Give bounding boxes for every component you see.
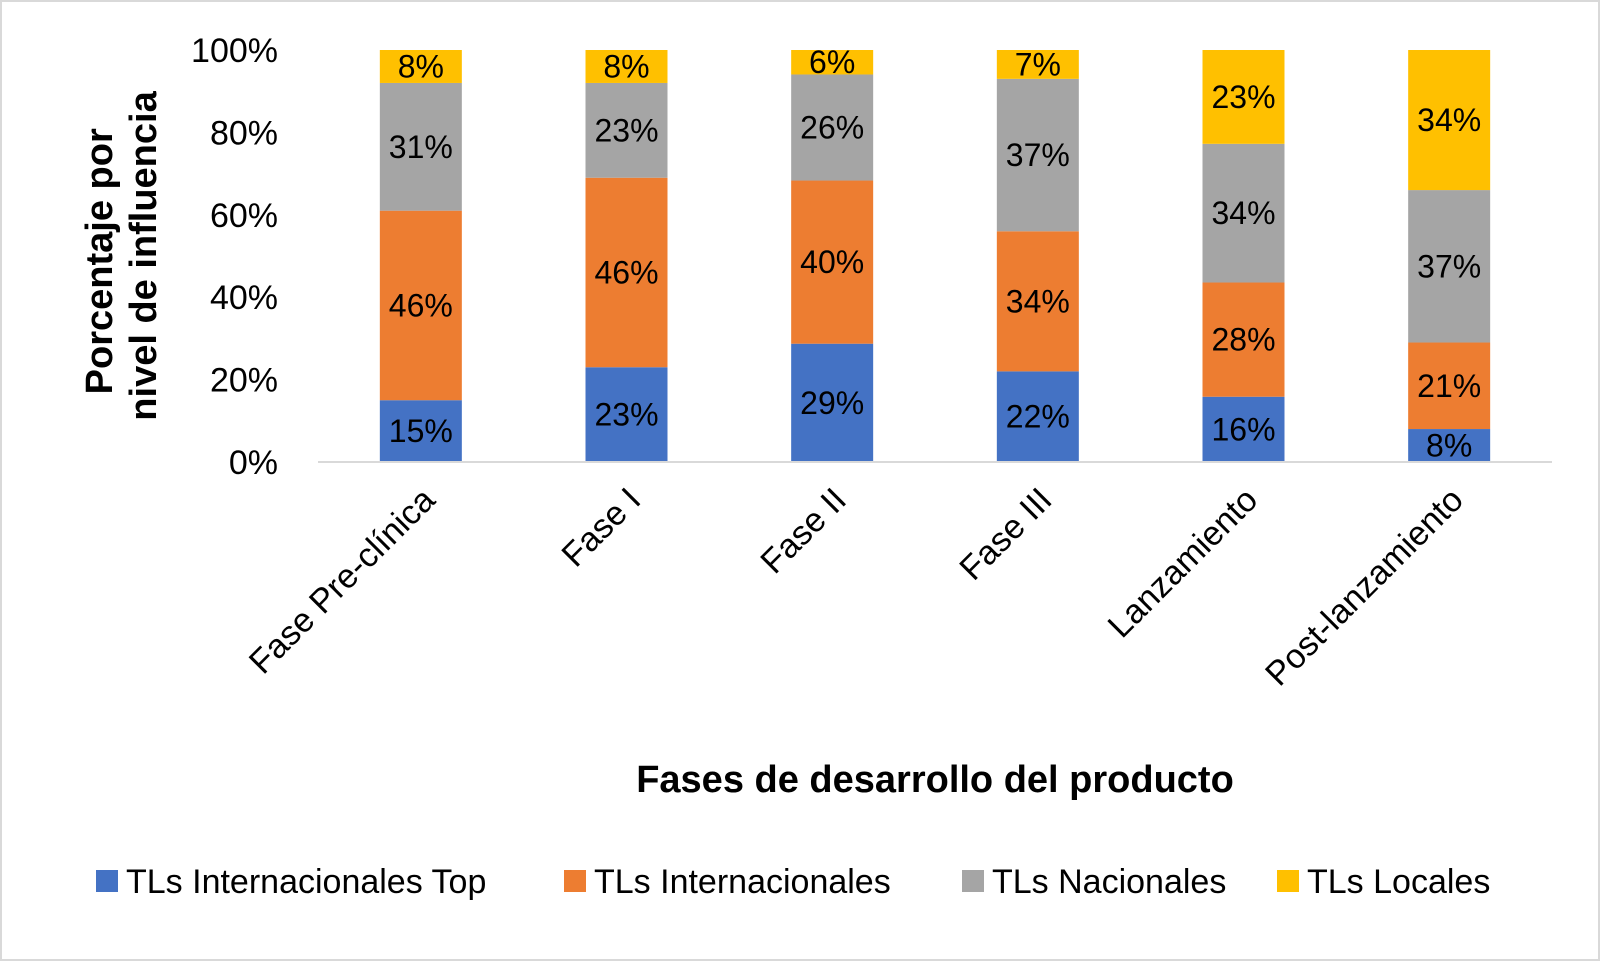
data-label: 34%	[1417, 102, 1481, 138]
data-label: 26%	[800, 110, 864, 146]
data-label: 46%	[594, 254, 658, 290]
bar-segment	[1408, 342, 1491, 430]
legend: TLs Internacionales Top TLs Internacional…	[96, 863, 1490, 901]
bar-segment	[585, 367, 668, 462]
data-label: 23%	[594, 112, 658, 148]
bar-segment	[1202, 143, 1285, 283]
x-tick-label: Lanzamiento	[1101, 481, 1266, 646]
x-tick-label: Post-lanzamiento	[1258, 481, 1471, 694]
bar-segment	[585, 177, 668, 368]
y-axis-title-line-1: Porcentaje por	[79, 128, 121, 394]
bar-segment	[1202, 282, 1285, 397]
bar-segment	[379, 210, 462, 401]
y-tick-label: 40%	[210, 279, 278, 317]
data-label: 16%	[1211, 411, 1275, 447]
bar-segment	[996, 231, 1079, 372]
y-tick-label: 0%	[229, 444, 278, 482]
data-label: 37%	[1417, 248, 1481, 284]
y-tick-label: 60%	[210, 197, 278, 235]
bar-segment	[585, 82, 668, 178]
data-label: 21%	[1417, 368, 1481, 404]
data-label: 22%	[1006, 399, 1070, 435]
data-label: 37%	[1006, 137, 1070, 173]
y-tick-label: 100%	[191, 32, 278, 70]
legend-swatch	[96, 870, 118, 892]
data-label: 8%	[603, 48, 649, 84]
data-label: 29%	[800, 385, 864, 421]
x-tick-label: Fase III	[952, 481, 1059, 588]
data-label: 34%	[1006, 283, 1070, 319]
y-tick-label: 20%	[210, 362, 278, 400]
bar-segment	[1202, 396, 1285, 462]
bar-segment	[791, 343, 874, 462]
bar-segment	[585, 50, 668, 83]
data-label: 8%	[1426, 428, 1472, 464]
data-label: 6%	[809, 44, 855, 80]
legend-swatch	[1277, 870, 1299, 892]
legend-swatch	[962, 870, 984, 892]
bar-segment	[1408, 190, 1491, 343]
bar-segment	[379, 400, 462, 462]
legend-label: TLs Internacionales Top	[126, 863, 486, 901]
bar-segment	[791, 180, 874, 344]
data-label: 31%	[389, 129, 453, 165]
bar-segment	[791, 50, 874, 75]
bar-segment	[379, 50, 462, 83]
data-label: 23%	[594, 397, 658, 433]
data-label: 34%	[1211, 195, 1275, 231]
x-tick-label: Fase Pre-clínica	[242, 481, 443, 682]
y-axis-title: Porcentaje por nivel de influencia	[79, 90, 165, 420]
legend-label: TLs Internacionales	[594, 863, 891, 901]
bar-segment	[1202, 50, 1285, 144]
legend-label: TLs Locales	[1307, 863, 1490, 901]
bar-segment	[791, 74, 874, 181]
x-axis-title: Fases de desarrollo del producto	[636, 759, 1234, 801]
bars: 15% 46% 31% 8% 23% 46% 23% 8% 29% 40% 26% 6% 22% 34% 3…	[379, 44, 1491, 464]
bar-segment	[996, 50, 1079, 79]
legend-swatch	[564, 870, 586, 892]
x-axis-category-labels: Fase Pre-clínica Fase I Fase II Fase III Lan…	[242, 481, 1471, 694]
data-label: 46%	[389, 287, 453, 323]
bar-segment	[996, 371, 1079, 462]
data-label: 7%	[1015, 46, 1061, 82]
bar-segment	[1408, 429, 1491, 462]
bar-segment	[996, 78, 1079, 232]
data-label: 40%	[800, 244, 864, 280]
bar-segment	[1408, 50, 1491, 191]
data-label: 28%	[1211, 322, 1275, 358]
y-axis-ticks: 0% 20% 40% 60% 80% 100%	[191, 32, 278, 482]
data-label: 8%	[398, 48, 444, 84]
data-label: 23%	[1211, 79, 1275, 115]
data-label: 15%	[389, 413, 453, 449]
y-axis-title-line-2: nivel de influencia	[123, 90, 165, 420]
y-tick-label: 80%	[210, 114, 278, 152]
bar-segment	[379, 82, 462, 211]
x-tick-label: Fase II	[753, 481, 853, 581]
x-tick-label: Fase I	[554, 481, 648, 575]
legend-label: TLs Nacionales	[992, 863, 1226, 901]
